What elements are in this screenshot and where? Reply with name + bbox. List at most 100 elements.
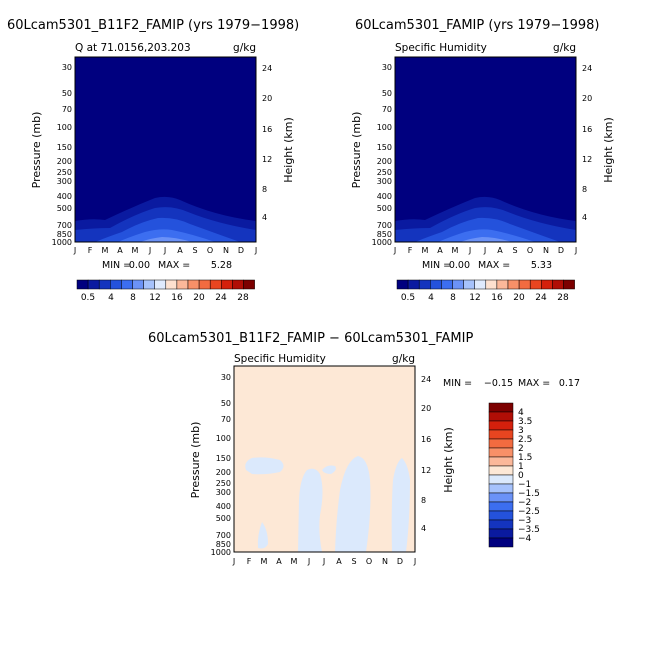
- panel-1-colorbar-box: [132, 279, 144, 290]
- panel-2-mtick-1: F: [408, 246, 413, 255]
- panel-3-legend-label-1: 3.5: [518, 417, 532, 427]
- panel-2-colorbar: [396, 279, 575, 290]
- panel-1-ylabel: Pressure (mb): [30, 112, 43, 189]
- panel-2-mtick-12: J: [574, 246, 577, 255]
- panel-3-negative-region-5: [391, 458, 410, 552]
- panel-1: 60Lcam5301_B11F2_FAMIP (yrs 1979−1998) Q…: [7, 18, 299, 303]
- panel-2-colorbar-box: [418, 279, 431, 290]
- panel-1-legend-label-5: 20: [193, 293, 205, 303]
- panel-2-mtick-10: N: [543, 246, 549, 255]
- panel-1-colorbar-box: [165, 279, 178, 290]
- panel-3-legend-label-3: 2.5: [518, 435, 532, 445]
- panel-2-ptick-400: 400: [377, 192, 392, 201]
- panel-2-units: g/kg: [553, 42, 576, 54]
- panel-2-ptick-500: 500: [377, 204, 392, 213]
- panel-1-units: g/kg: [233, 42, 256, 54]
- panel-2-colorbar-box: [507, 279, 520, 290]
- panel-2-colorbar-box: [529, 279, 542, 290]
- panel-3-colorbar-box: [488, 438, 514, 449]
- panel-3-legend-label-7: 0: [518, 471, 524, 481]
- panel-3-htick-20: 20: [421, 404, 431, 413]
- panel-3-legend-label-10: −2: [518, 498, 531, 508]
- panel-1-min-value: 0.00: [129, 260, 150, 271]
- panel-2-htick-8: 8: [582, 185, 587, 194]
- panel-1-ptick-500: 500: [57, 204, 72, 213]
- panel-2-colorbar-box: [552, 279, 564, 290]
- panel-2: 60Lcam5301_FAMIP (yrs 1979−1998) Specifi…: [350, 18, 615, 303]
- panel-1-max-value: 5.28: [211, 260, 232, 271]
- panel-2-ptick-300: 300: [377, 177, 392, 186]
- panel-2-mtick-3: A: [437, 246, 443, 255]
- panel-3-ptick-150: 150: [216, 454, 231, 463]
- panel-2-min-label: MIN =: [422, 260, 451, 271]
- panel-1-htick-4: 4: [262, 213, 267, 222]
- panel-1-contour-band-4: [118, 229, 215, 242]
- panel-2-mtick-2: M: [422, 246, 429, 255]
- panel-3-ptick-50: 50: [221, 399, 231, 408]
- panel-2-min-value: 0.00: [449, 260, 470, 271]
- panel-2-ptick-250: 250: [377, 168, 392, 177]
- panel-1-frame: [74, 56, 257, 243]
- panel-2-colorbar-box: [463, 279, 475, 290]
- panel-3-mtick-7: A: [336, 557, 342, 566]
- panel-1-mtick-4: M: [132, 246, 139, 255]
- panel-1-legend-label-7: 28: [237, 293, 249, 303]
- panel-3-colorbar-box: [488, 465, 514, 476]
- panel-3-legend-label-13: −3.5: [518, 525, 540, 535]
- panel-2-max-value: 5.33: [531, 260, 552, 271]
- panel-2-legend-label-1: 4: [428, 293, 434, 303]
- panel-3-colorbar-box: [488, 420, 514, 431]
- panel-3-colorbar: [488, 402, 514, 548]
- panel-3-mtick-8: S: [351, 557, 356, 566]
- panel-1-max-label: MAX =: [158, 260, 190, 271]
- panel-1-ptick-100: 100: [57, 123, 72, 132]
- panel-2-colorbar-box: [452, 279, 464, 290]
- panel-1-legend-label-1: 4: [108, 293, 114, 303]
- panel-3-htick-24: 24: [421, 375, 431, 384]
- panel-3-legend-label-5: 1.5: [518, 453, 532, 463]
- panel-2-mtick-8: S: [512, 246, 517, 255]
- panel-2-colorbar-box: [396, 279, 409, 290]
- panel-1-mtick-6: J: [163, 246, 166, 255]
- panel-3-mtick-5: J: [307, 557, 310, 566]
- panel-2-colorbar-box: [441, 279, 453, 290]
- panel-3-colorbar-box: [488, 474, 514, 485]
- panel-3-ptick-400: 400: [216, 502, 231, 511]
- panel-3: 60Lcam5301_B11F2_FAMIP − 60Lcam5301_FAMI…: [148, 331, 580, 566]
- panel-1-ptick-70: 70: [62, 105, 72, 114]
- panel-3-ptick-300: 300: [216, 488, 231, 497]
- panel-2-htick-4: 4: [582, 213, 587, 222]
- panel-1-ptick-300: 300: [57, 177, 72, 186]
- panel-2-mtick-11: D: [558, 246, 564, 255]
- panel-2-colorbar-box: [563, 279, 575, 290]
- panel-1-ptick-30: 30: [62, 63, 72, 72]
- panel-1-legend-label-2: 8: [130, 293, 136, 303]
- panel-1-mtick-7: A: [177, 246, 183, 255]
- panel-2-ptick-1000: 1000: [372, 238, 392, 247]
- panel-1-colorbar: [76, 279, 255, 290]
- panel-2-mtick-6: J: [483, 246, 486, 255]
- panel-2-legend-label-6: 24: [535, 293, 547, 303]
- panel-1-htick-20: 20: [262, 94, 272, 103]
- panel-2-htick-20: 20: [582, 94, 592, 103]
- panel-1-ylabel-right: Height (km): [282, 117, 295, 183]
- panel-3-ptick-1000: 1000: [211, 548, 231, 557]
- panel-1-mtick-3: A: [117, 246, 123, 255]
- panel-3-negative-region-6: [257, 522, 268, 549]
- panel-3-legend-label-2: 3: [518, 426, 524, 436]
- panel-2-colorbar-box: [541, 279, 553, 290]
- panel-1-htick-24: 24: [262, 64, 272, 73]
- panel-2-contour-band-5: [460, 237, 512, 242]
- panel-3-subtitle: Specific Humidity: [234, 353, 326, 365]
- panel-3-colorbar-box: [488, 510, 514, 521]
- panel-3-mtick-6: J: [322, 557, 325, 566]
- panel-1-mtick-9: O: [207, 246, 213, 255]
- panel-3-ptick-70: 70: [221, 415, 231, 424]
- panel-2-legend-label-4: 16: [491, 293, 503, 303]
- panel-1-ptick-250: 250: [57, 168, 72, 177]
- panel-3-negative-region-1: [245, 457, 284, 475]
- panel-3-legend-label-6: 1: [518, 462, 524, 472]
- panel-1-ptick-150: 150: [57, 143, 72, 152]
- panel-2-subtitle: Specific Humidity: [395, 42, 487, 54]
- panel-1-mtick-10: N: [223, 246, 229, 255]
